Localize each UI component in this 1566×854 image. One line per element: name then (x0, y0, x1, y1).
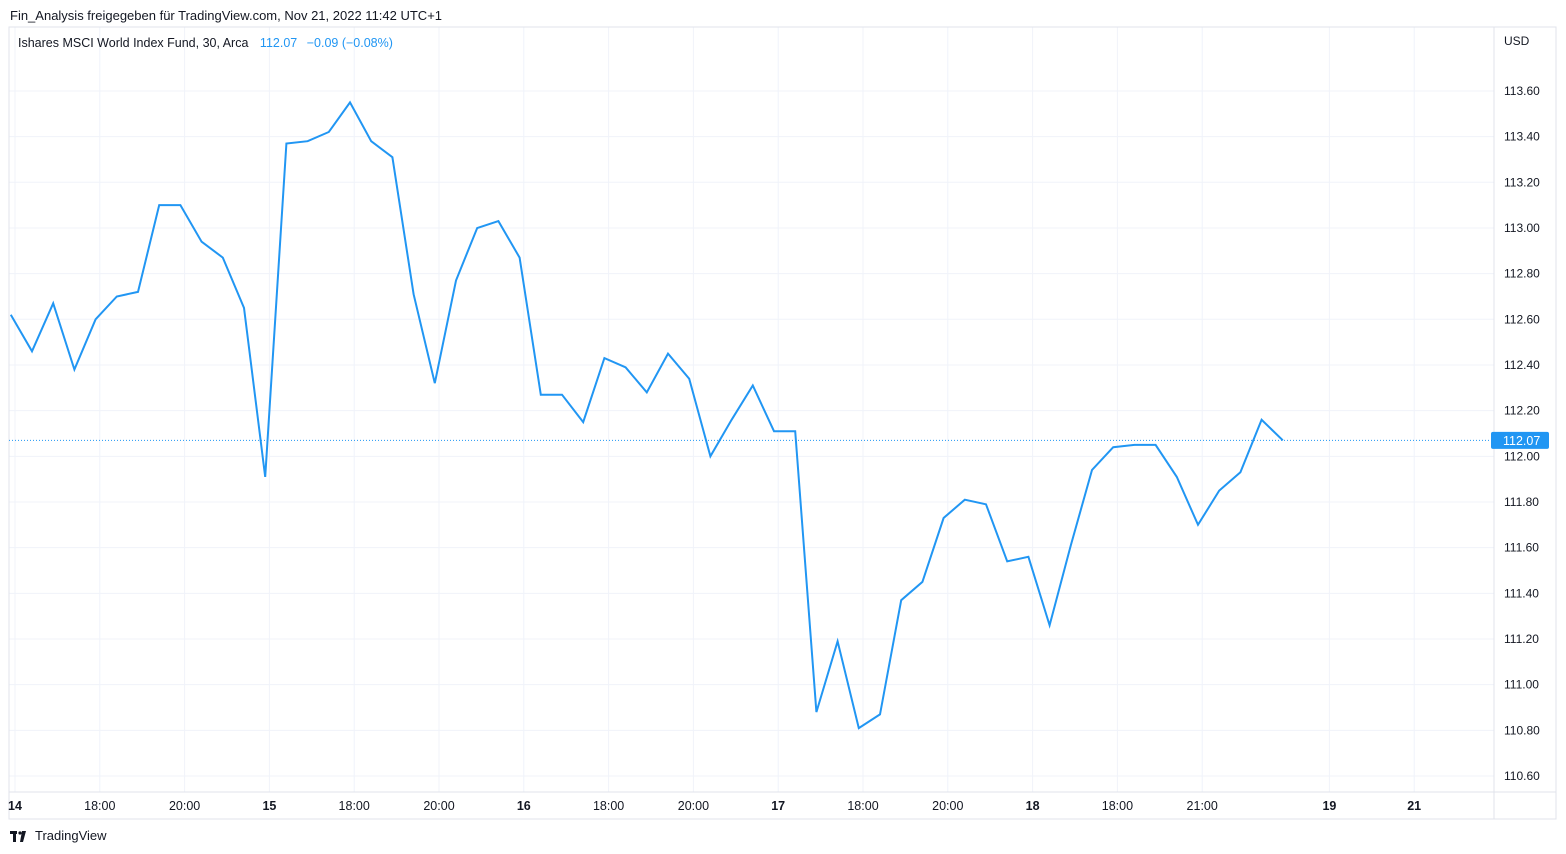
y-tick-label: 113.00 (1504, 221, 1540, 235)
x-tick-label: 17 (771, 799, 785, 813)
grid-lines (9, 27, 1494, 792)
y-tick-label: 111.00 (1504, 678, 1539, 692)
x-tick-label: 21:00 (1187, 799, 1218, 813)
footer: TradingView (10, 828, 107, 843)
x-tick-label: 19 (1322, 799, 1336, 813)
chart-border (8, 26, 1557, 820)
last-price-badge-bg (1491, 431, 1549, 449)
x-tick-label: 18:00 (1102, 799, 1133, 813)
legend-last-value: 112.07 (260, 36, 297, 50)
y-tick-label: 113.60 (1504, 84, 1540, 98)
y-tick-label: 110.60 (1504, 769, 1540, 783)
y-tick-label: 112.20 (1504, 404, 1540, 418)
currency-label: USD (1504, 34, 1530, 48)
x-tick-label: 18:00 (847, 799, 878, 813)
x-tick-label: 18:00 (339, 799, 370, 813)
series-layer (9, 100, 1284, 730)
y-tick-label: 113.20 (1504, 175, 1540, 189)
y-tick-label: 111.40 (1504, 586, 1539, 600)
legend-symbol: Ishares MSCI World Index Fund, 30, Arca … (18, 36, 393, 50)
y-tick-label: 112.60 (1504, 312, 1540, 326)
publisher-line: Fin_Analysis freigegeben für TradingView… (10, 8, 443, 23)
legend-symbol-name: Ishares MSCI World Index Fund, 30, Arca (18, 36, 248, 50)
x-tick-label: 18:00 (84, 799, 115, 813)
time-axis[interactable]: 14 18:00 20:00 15 18:00 20:00 16 18:00 20:00 17 18… (8, 799, 1421, 813)
y-tick-label: 112.00 (1504, 449, 1540, 463)
x-tick-label: 20:00 (169, 799, 200, 813)
legend-change: −0.09 (−0.08%) (307, 36, 393, 50)
y-tick-label: 112.40 (1504, 358, 1540, 372)
footer-brand[interactable]: TradingView (35, 828, 107, 843)
x-tick-label: 15 (262, 799, 276, 813)
last-price-badge-label: 112.07 (1503, 434, 1540, 448)
x-tick-label: 20:00 (678, 799, 709, 813)
x-tick-label: 20:00 (932, 799, 963, 813)
y-tick-label: 113.40 (1504, 130, 1540, 144)
price-axis[interactable]: 110.60 110.80 111.00 111.20 111.40 111.60 111.… (1504, 84, 1540, 783)
x-tick-label: 20:00 (423, 799, 454, 813)
last-price-badge: 112.07 (1491, 431, 1549, 449)
price-series-line (9, 100, 1284, 730)
y-tick-label: 110.80 (1504, 723, 1540, 737)
x-tick-label: 18:00 (593, 799, 624, 813)
x-tick-label: 21 (1407, 799, 1421, 813)
x-tick-label: 18 (1026, 799, 1040, 813)
x-tick-label: 14 (8, 799, 22, 813)
y-tick-label: 111.60 (1504, 541, 1539, 555)
y-tick-label: 111.80 (1504, 495, 1539, 509)
y-tick-label: 111.20 (1504, 632, 1539, 646)
x-tick-label: 16 (517, 799, 531, 813)
tradingview-logo-icon[interactable] (10, 830, 30, 842)
y-tick-label: 112.80 (1504, 267, 1540, 281)
